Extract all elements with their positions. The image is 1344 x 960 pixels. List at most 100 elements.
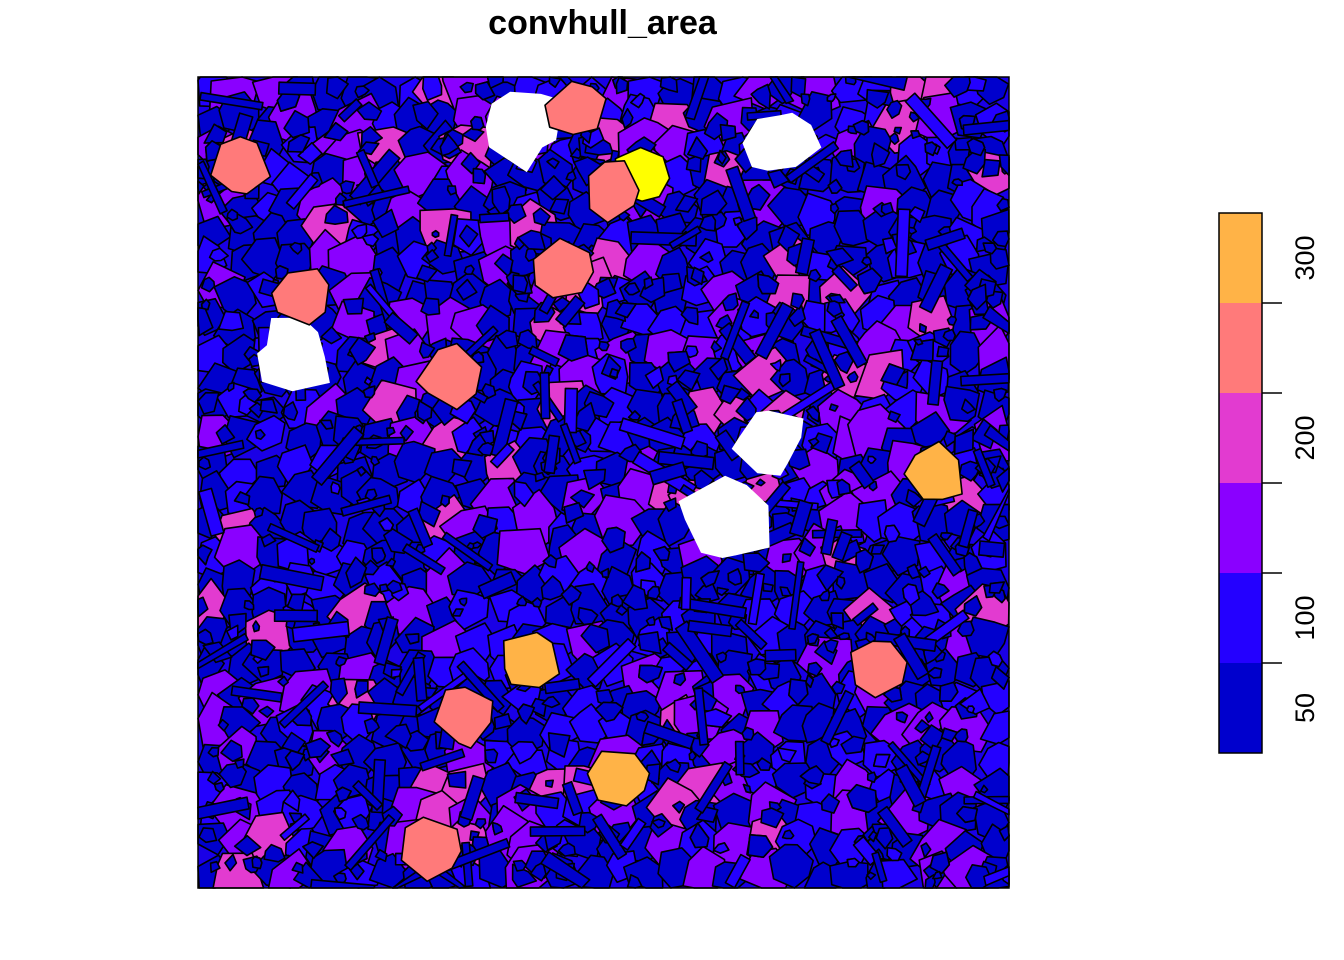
map-cell-small <box>585 561 596 573</box>
map-cell-small <box>689 822 710 849</box>
legend-swatch <box>1219 393 1262 483</box>
map-cell-small <box>856 267 883 295</box>
map-cell-sliver <box>529 825 586 837</box>
map-cell-small <box>260 533 277 548</box>
map-cell-sliver <box>383 311 419 345</box>
map-cell-small <box>251 855 263 870</box>
map-cell-small <box>931 870 943 880</box>
map-cell-small <box>646 585 661 600</box>
map-cell-small <box>345 556 368 589</box>
map-cell-small <box>539 175 567 201</box>
map-cell-small <box>622 584 649 611</box>
map-cell-small <box>339 180 356 195</box>
map-cell-small <box>420 297 441 316</box>
map-cell-sliver <box>820 518 839 556</box>
map-cell-sliver <box>543 677 581 695</box>
map-cell-small <box>253 507 264 519</box>
map-cell-sliver <box>278 680 330 729</box>
map-cell-small <box>531 597 543 608</box>
map-cell-small <box>951 178 964 186</box>
map-cell-small <box>776 747 797 763</box>
map-cell-small <box>639 276 666 304</box>
map-cell-sliver <box>808 328 846 391</box>
map-cell-small <box>996 197 1010 212</box>
map-cell-small <box>335 786 352 803</box>
map-cell-sliver <box>959 372 1010 387</box>
map-cell-small <box>870 142 891 168</box>
map-cell-sliver <box>657 450 715 471</box>
map-cell-small <box>534 471 546 483</box>
map-cell-small <box>840 735 866 755</box>
map-cell-small <box>439 133 460 157</box>
map-cell-small <box>626 873 643 889</box>
map-cell-small <box>426 241 438 254</box>
map-cell-small <box>226 381 235 393</box>
map-cell-sliver <box>851 602 879 627</box>
map-cell-small <box>807 437 820 448</box>
map-cell-small <box>872 753 891 768</box>
map-cell-small <box>889 132 900 145</box>
map-cell-small <box>818 589 831 602</box>
map-cell-small <box>630 92 646 109</box>
map-cell-small <box>291 861 304 874</box>
map-cell-small <box>823 627 839 640</box>
map-cell-sliver <box>407 507 434 549</box>
map-cell-small <box>577 606 599 626</box>
map-cell-small <box>548 198 570 215</box>
map-cell-small <box>895 163 912 181</box>
gap-top-right <box>742 112 822 171</box>
map-cell-sliver <box>754 301 795 360</box>
map-cell-small <box>989 246 1010 270</box>
map-cell-small <box>418 341 436 359</box>
cell-salmon-6 <box>433 686 494 750</box>
map-cell-small <box>325 76 350 100</box>
map-cell-small <box>952 728 969 743</box>
map-cell-small <box>356 101 383 121</box>
map-cell-sliver <box>904 92 958 150</box>
map-cell-small <box>719 123 737 142</box>
map-cell-sliver <box>918 263 954 314</box>
map-cell-small <box>598 340 610 352</box>
map-cell-sliver <box>977 540 1006 559</box>
map-cell-sliver <box>718 322 757 366</box>
cell-salmon-7 <box>400 816 463 883</box>
legend-swatch <box>1219 663 1262 753</box>
map-cell-small <box>846 370 859 384</box>
cell-salmon-3 <box>270 267 330 326</box>
map-cell-sliver <box>893 632 930 681</box>
map-cell-small <box>750 83 772 110</box>
map-cell-small <box>762 582 774 593</box>
map-cell-small <box>217 310 245 332</box>
map-cell-small <box>908 206 926 224</box>
map-cell-sliver <box>831 530 853 562</box>
map-cell-sliver <box>355 148 380 189</box>
map-cell-small <box>716 586 729 597</box>
map-cell-sliver <box>340 494 393 517</box>
gap-left <box>257 317 330 392</box>
map-cell-small <box>243 599 255 611</box>
map-cell-small <box>213 781 225 794</box>
map-cell-small <box>966 283 988 311</box>
map-cell-small <box>828 403 839 412</box>
map-cell-small <box>756 273 780 295</box>
map-cell-sliver <box>734 740 745 776</box>
map-cell-small <box>615 604 629 616</box>
map-cell-small <box>988 581 1006 594</box>
map-cell-sliver <box>719 300 751 361</box>
map-cell-sliver <box>373 616 399 667</box>
map-cell-small <box>580 623 611 654</box>
map-cell-small <box>463 264 475 276</box>
map-cell-small <box>379 583 390 593</box>
map-cell-small <box>960 398 976 415</box>
map-cell-small <box>516 595 528 607</box>
map-cell-small <box>215 424 236 445</box>
map-cell-small <box>446 185 458 196</box>
map-cell-small <box>615 76 629 95</box>
map-cell-sliver <box>291 620 351 643</box>
map-cell-small <box>635 711 650 723</box>
map-cell-sliver <box>693 687 709 746</box>
map-cell-small <box>496 329 519 350</box>
map-cell-small <box>673 672 687 687</box>
map-cell-small <box>674 194 699 213</box>
map-cell-small <box>224 853 238 872</box>
